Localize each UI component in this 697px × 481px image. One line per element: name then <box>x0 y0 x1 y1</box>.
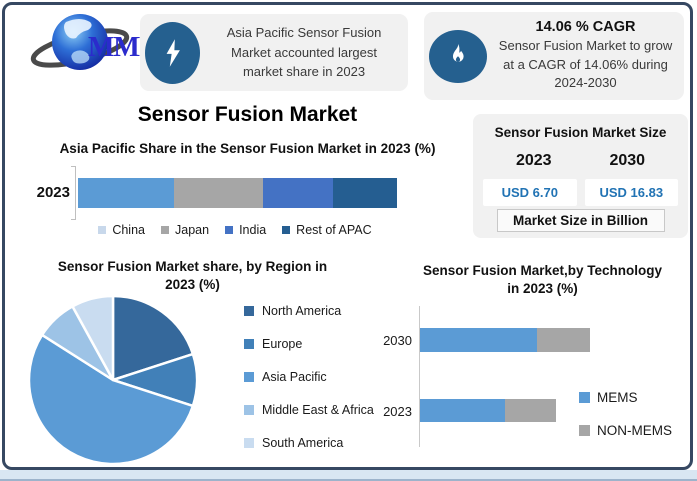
bar-segment-rest-of-apac <box>333 178 397 208</box>
market-size-title: Sensor Fusion Market Size <box>494 125 667 140</box>
market-size-year-2030: 2030 <box>609 152 646 169</box>
legend-marker-china <box>98 226 107 234</box>
pie-slice-south-america <box>71 294 115 382</box>
tech-bar-2023 <box>420 399 556 422</box>
legend-item-south-america: South America <box>244 426 374 459</box>
market-size-year-2023: 2023 <box>515 152 552 169</box>
cagr-content: 14.06 % CAGR Sensor Fusion Market to gro… <box>487 19 684 92</box>
tech-legend: MEMS NON-MEMS <box>579 390 672 456</box>
legend-item-china: China <box>98 223 145 237</box>
apac-axis-line <box>71 166 76 220</box>
bar-segment-india <box>263 178 334 208</box>
cagr-line: Sensor Fusion Market to grow <box>498 38 673 54</box>
bar-segment-china <box>78 178 174 208</box>
legend-item-mems: MEMS <box>579 390 672 405</box>
legend-label: Asia Pacific <box>262 369 327 384</box>
legend-marker-non-mems <box>579 425 590 436</box>
legend-label: South America <box>262 435 344 450</box>
region-pie-chart <box>27 294 199 466</box>
tech-bar-2030 <box>420 328 590 352</box>
lightning-icon <box>166 38 180 67</box>
legend-marker-south-america <box>244 437 254 448</box>
market-size-footer: Market Size in Billion <box>496 209 665 232</box>
highlight-text: Asia Pacific Sensor Fusion Market accoun… <box>200 23 408 82</box>
tech-chart-title: Sensor Fusion Market,by Technology in 20… <box>410 262 675 298</box>
legend-label: China <box>112 223 145 237</box>
legend-label: MEMS <box>597 390 638 405</box>
flame-icon <box>453 43 464 62</box>
legend-item-japan: Japan <box>161 223 209 237</box>
legend-label: Middle East & Africa <box>262 402 374 417</box>
legend-item-rest-of-apac: Rest of APAC <box>282 223 372 237</box>
flame-icon-circle <box>429 29 487 83</box>
market-size-panel: Sensor Fusion Market Size 2023 2030 USD … <box>473 114 688 238</box>
tech-category-label-2023: 2023 <box>383 404 412 419</box>
apac-stacked-bar <box>78 178 397 208</box>
cagr-line: 2024-2030 <box>554 75 617 91</box>
region-chart-title-line: Sensor Fusion Market share, by Region in <box>57 259 328 274</box>
region-chart-title-line: 2023 (%) <box>165 277 220 293</box>
bar-segment-japan <box>173 178 264 208</box>
legend-label: NON-MEMS <box>597 423 672 438</box>
tech-category-label-2030: 2030 <box>383 333 412 348</box>
legend-marker-north-america <box>244 305 254 316</box>
apac-legend: China Japan India Rest of APAC <box>55 223 415 237</box>
highlight-line: market share in 2023 <box>242 64 366 80</box>
cagr-box: 14.06 % CAGR Sensor Fusion Market to gro… <box>424 12 684 100</box>
bottom-strip <box>0 470 697 481</box>
region-chart-title: Sensor Fusion Market share, by Region in… <box>25 258 360 294</box>
legend-label: Japan <box>175 223 210 237</box>
region-legend: North America Europe Asia Pacific Middle Ea… <box>244 294 374 459</box>
mmr-logo: MMR <box>28 6 159 78</box>
legend-item-middle-east-africa: Middle East & Africa <box>244 393 374 426</box>
legend-marker-india <box>225 226 234 234</box>
cagr-line: at a CAGR of 14.06% during <box>503 56 668 72</box>
market-size-values: USD 6.70 USD 16.83 <box>473 179 688 206</box>
legend-item-europe: Europe <box>244 327 374 360</box>
legend-item-asia-pacific: Asia Pacific <box>244 360 374 393</box>
market-size-years: 2023 2030 <box>473 152 688 170</box>
market-size-value-2023: USD 6.70 <box>483 179 577 206</box>
tech-segment-mems-2030 <box>420 328 538 352</box>
legend-label: Europe <box>262 336 303 351</box>
tech-segment-non-mems-2023 <box>505 399 556 422</box>
market-size-value-2030: USD 16.83 <box>584 179 678 206</box>
tech-chart-title-line: in 2023 (%) <box>507 281 578 297</box>
cagr-title: 14.06 % CAGR <box>535 19 636 36</box>
tech-segment-mems-2023 <box>420 399 505 422</box>
highlight-line: Asia Pacific Sensor Fusion <box>226 25 382 41</box>
apac-chart-title: Asia Pacific Share in the Sensor Fusion … <box>59 141 436 156</box>
legend-marker-rest-of-apac <box>282 226 291 234</box>
pie-slice-asia-pacific <box>27 333 195 466</box>
globe-icon <box>30 14 130 70</box>
tech-chart-title-line: Sensor Fusion Market,by Technology <box>422 263 663 278</box>
legend-marker-middle-east-africa <box>244 404 254 415</box>
legend-item-non-mems: NON-MEMS <box>579 423 672 438</box>
tech-segment-non-mems-2030 <box>537 328 590 352</box>
legend-item-india: India <box>225 223 266 237</box>
legend-label: North America <box>262 303 342 318</box>
highlight-box: Asia Pacific Sensor Fusion Market accoun… <box>140 14 408 91</box>
legend-marker-mems <box>579 392 590 403</box>
pie-slice-north-america <box>111 294 195 382</box>
tech-axis-line <box>419 306 420 447</box>
highlight-line: Market accounted largest <box>231 44 377 60</box>
page-title: Sensor Fusion Market <box>137 103 358 126</box>
apac-axis-category-label: 2023 <box>36 184 70 201</box>
lightning-icon-circle <box>145 21 200 84</box>
legend-item-north-america: North America <box>244 294 374 327</box>
legend-label: India <box>239 223 267 237</box>
legend-label: Rest of APAC <box>296 223 372 237</box>
legend-marker-asia-pacific <box>244 371 254 382</box>
legend-marker-japan <box>161 226 169 234</box>
legend-marker-europe <box>244 338 254 349</box>
